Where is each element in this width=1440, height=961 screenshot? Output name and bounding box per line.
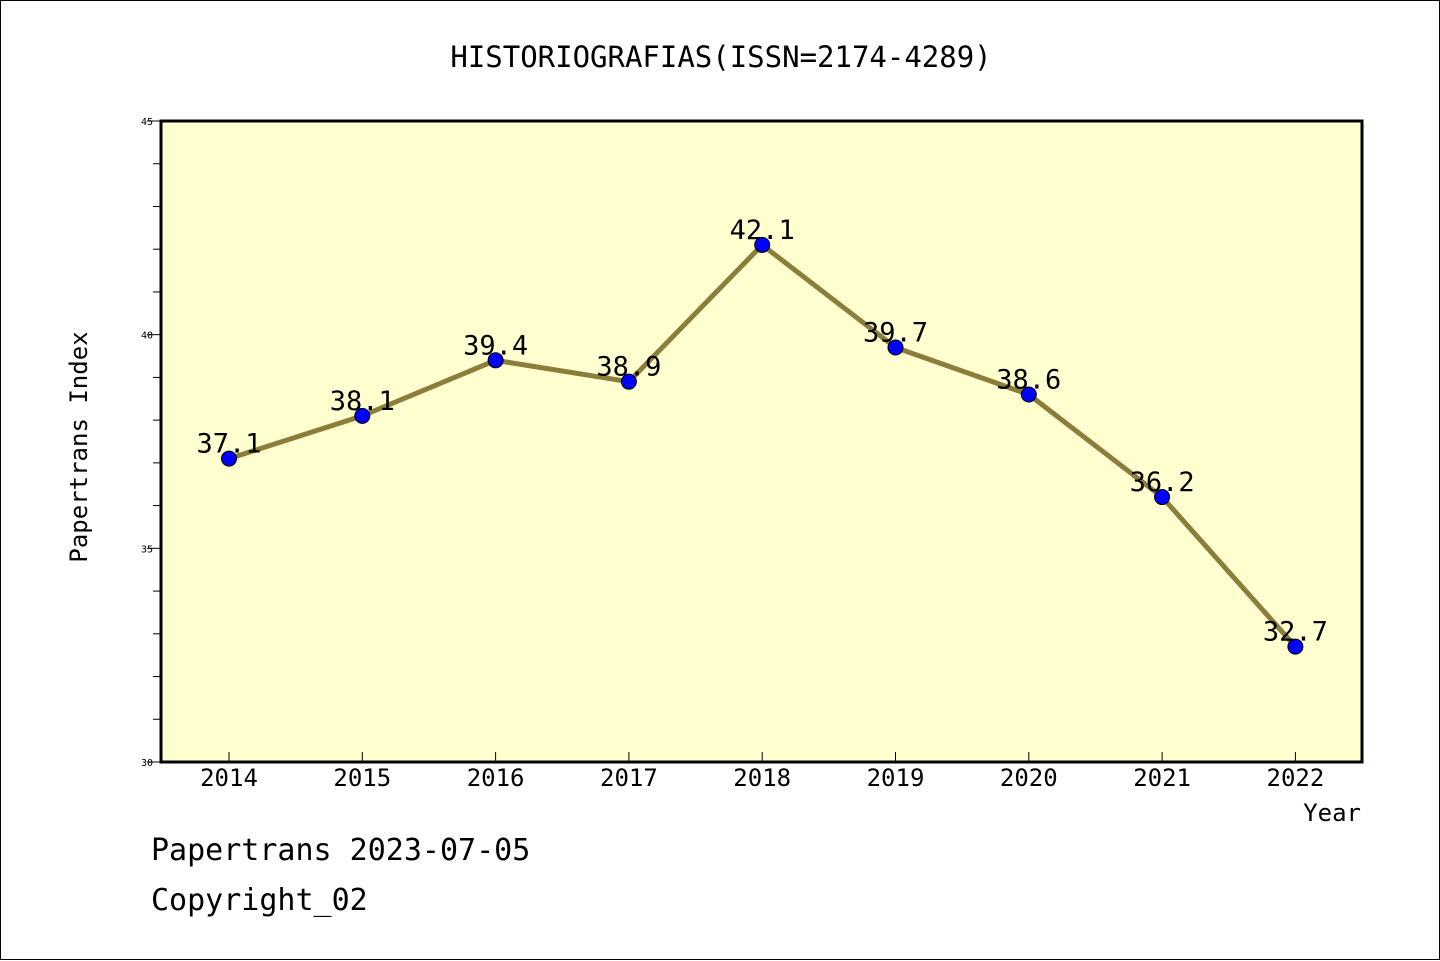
plot-area [159,119,1364,764]
data-point [1287,638,1304,655]
data-point [221,450,237,467]
x-tick-label: 2018 [733,764,791,792]
x-tick-label: 2016 [467,764,525,792]
x-tick-label: 2020 [1000,764,1058,792]
x-tick-label: 2015 [333,764,391,792]
axis-ticks: 30 35 40 45 2014 2015 2016 2017 2018 2019 2020 2021… [141,117,1324,792]
footer-date-line: Papertrans 2023-07-05 [151,833,531,868]
data-point [754,236,771,253]
data-point [1154,489,1171,506]
data-label: 38.9 [596,352,661,383]
x-tick-label: 2017 [600,764,658,792]
data-label: 37.1 [196,429,261,460]
data-label: 42.1 [730,215,795,246]
y-tick-label: 35 [141,544,153,555]
data-label: 38.6 [996,364,1061,395]
data-point [1020,386,1037,403]
data-point [620,373,637,390]
chart-title: HISTORIOGRAFIAS(ISSN=2174-4289) [450,40,991,74]
data-point [887,339,904,356]
y-tick-label: 30 [141,758,153,769]
data-point [487,352,504,369]
data-point [354,407,371,424]
y-axis-label: Papertrans Index [65,331,93,562]
x-tick-label: 2022 [1267,764,1325,792]
x-tick-label: 2019 [867,764,925,792]
data-label: 36.2 [1130,467,1195,498]
y-tick-label: 40 [141,331,153,342]
x-tick-label: 2014 [200,764,258,792]
data-label: 38.1 [330,386,395,417]
data-label: 39.4 [463,330,528,361]
footer-copyright: Copyright_02 [151,883,368,918]
data-label: 32.7 [1263,617,1328,648]
data-labels: 37.1 38.1 39.4 38.9 42.1 39.7 38.6 36.2 32.7 [196,215,1327,648]
data-points [221,236,1304,655]
y-tick-label: 45 [141,117,153,128]
data-label: 39.7 [863,317,928,348]
x-axis-label: Year [1303,799,1361,827]
x-tick-label: 2021 [1133,764,1191,792]
